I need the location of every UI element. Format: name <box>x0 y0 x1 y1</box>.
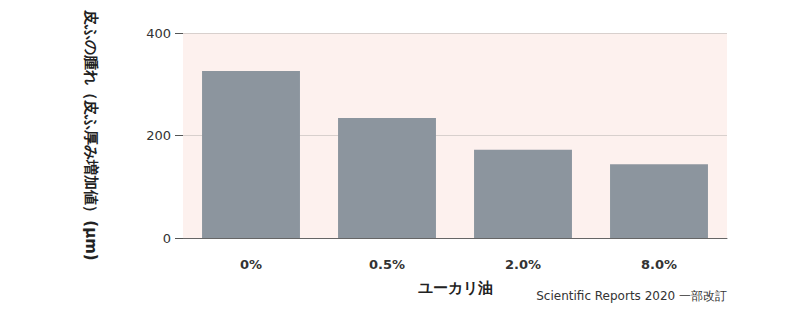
svg-text:8.0%: 8.0% <box>641 257 677 272</box>
svg-text:0%: 0% <box>240 257 262 272</box>
svg-text:ユーカリ油: ユーカリ油 <box>418 279 493 297</box>
svg-text:皮ふの腫れ（皮ふ厚み増加値）(μm): 皮ふの腫れ（皮ふ厚み増加値）(μm) <box>82 9 100 260</box>
svg-text:Scientific Reports 2020 一部改訂: Scientific Reports 2020 一部改訂 <box>536 289 727 303</box>
svg-text:2.0%: 2.0% <box>505 257 541 272</box>
svg-text:400: 400 <box>146 26 171 41</box>
svg-text:200: 200 <box>146 128 171 143</box>
svg-text:0.5%: 0.5% <box>369 257 405 272</box>
svg-text:0: 0 <box>163 231 171 246</box>
